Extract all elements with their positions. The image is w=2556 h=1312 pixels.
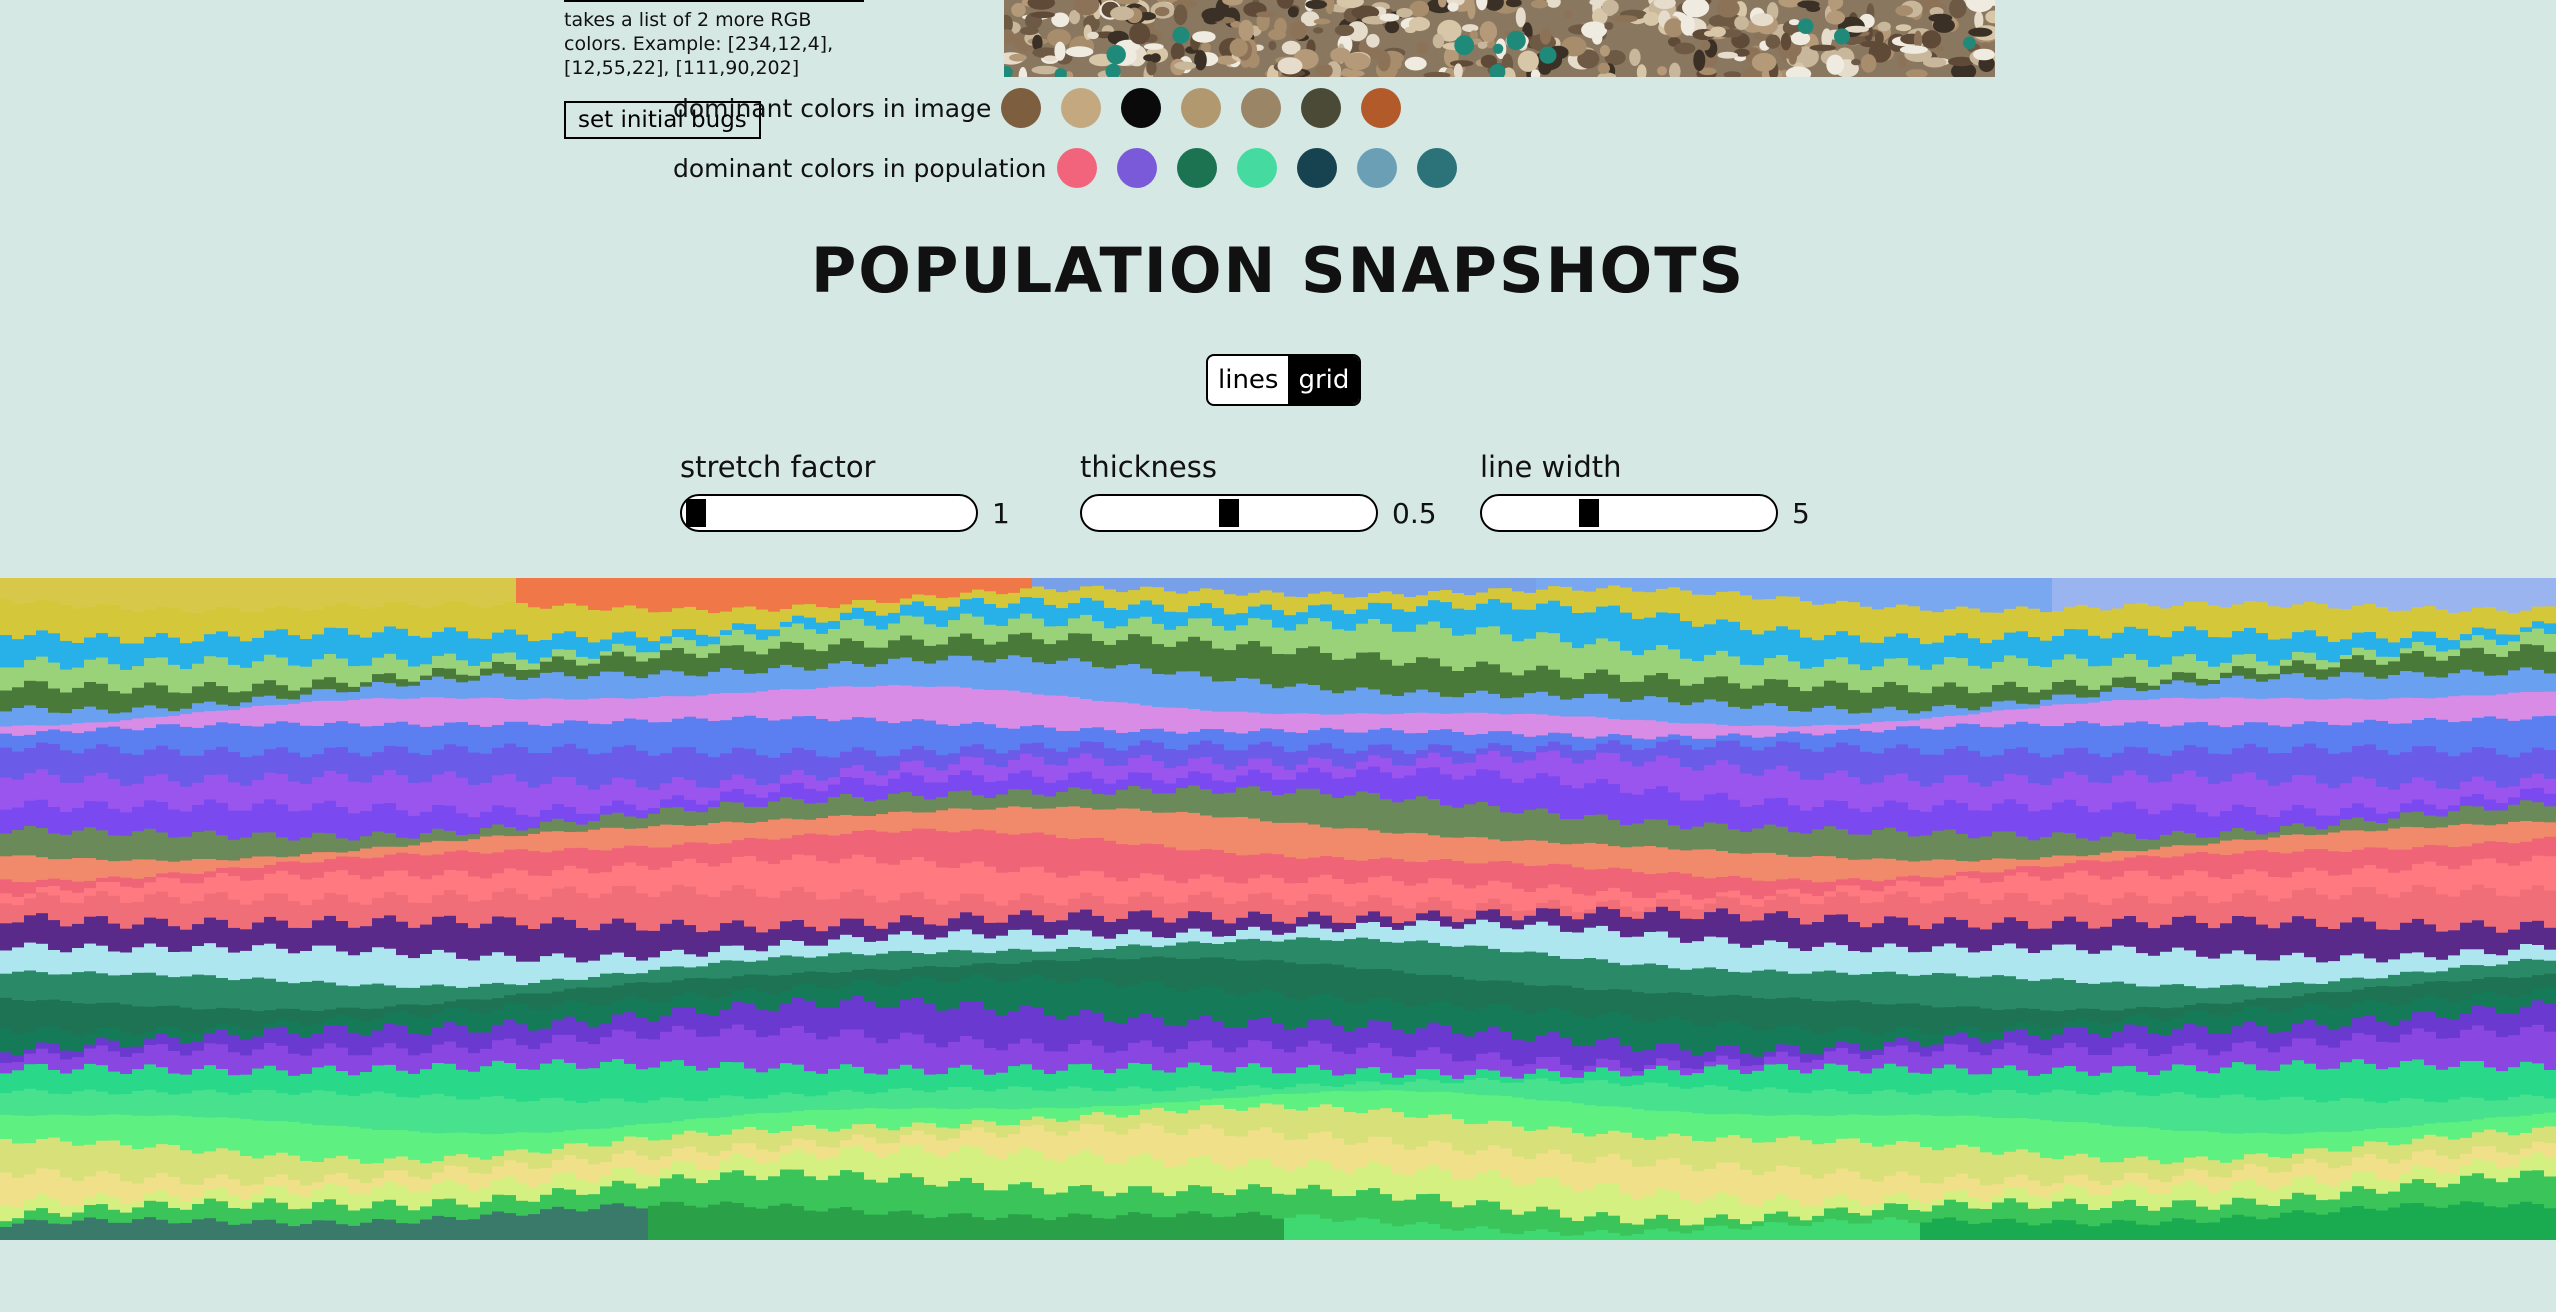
image-color-swatch	[1301, 88, 1342, 128]
image-color-swatch	[1361, 88, 1402, 128]
population-color-swatch	[1236, 148, 1277, 188]
stretch-factor-thumb[interactable]	[686, 499, 706, 527]
image-colors-row: dominant colors in image	[673, 86, 2556, 130]
line-width-value: 5	[1792, 496, 1810, 530]
set-initial-bugs-button[interactable]: set initial bugs	[564, 101, 761, 139]
thickness-value: 0.5	[1392, 496, 1437, 530]
population-color-swatch	[1296, 148, 1337, 188]
image-color-swatch	[1181, 88, 1222, 128]
stretch-factor-control: stretch factor 1	[680, 450, 1040, 532]
population-color-swatch	[1356, 148, 1397, 188]
top-divider	[564, 0, 864, 2]
population-snapshot-grid	[0, 578, 2556, 1240]
view-toggle[interactable]: lines grid	[1206, 354, 1362, 406]
image-colors-label: dominant colors in image	[673, 93, 992, 123]
population-color-swatch	[1176, 148, 1217, 188]
population-color-swatch	[1056, 148, 1097, 188]
toggle-lines[interactable]: lines	[1218, 365, 1279, 395]
snapshot-canvas	[0, 578, 2556, 1240]
thickness-control: thickness 0.5	[1080, 450, 1440, 532]
toggle-grid[interactable]: grid	[1288, 356, 1360, 404]
thickness-slider[interactable]	[1080, 494, 1378, 532]
population-color-swatch	[1116, 148, 1157, 188]
pebble-image	[1004, 0, 1995, 77]
population-colors-label: dominant colors in population	[673, 153, 1047, 183]
image-color-swatch	[1121, 88, 1162, 128]
image-color-swatch	[1241, 88, 1282, 128]
population-color-swatch	[1416, 148, 1457, 188]
stretch-factor-label: stretch factor	[680, 450, 876, 484]
thickness-thumb[interactable]	[1219, 499, 1239, 527]
line-width-slider[interactable]	[1480, 494, 1778, 532]
stretch-factor-slider[interactable]	[680, 494, 978, 532]
image-color-swatch	[1061, 88, 1102, 128]
line-width-control: line width 5	[1480, 450, 1840, 532]
section-title: POPULATION SNAPSHOTS	[810, 234, 1746, 307]
population-colors-row: dominant colors in population	[673, 146, 2556, 190]
thickness-label: thickness	[1080, 450, 1217, 484]
initial-bugs-help-text: takes a list of 2 more RGB colors. Examp…	[564, 9, 834, 79]
image-color-swatch	[1001, 88, 1042, 128]
line-width-label: line width	[1480, 450, 1622, 484]
source-image	[1004, 0, 1995, 77]
stretch-factor-value: 1	[992, 496, 1010, 530]
line-width-thumb[interactable]	[1579, 499, 1600, 527]
